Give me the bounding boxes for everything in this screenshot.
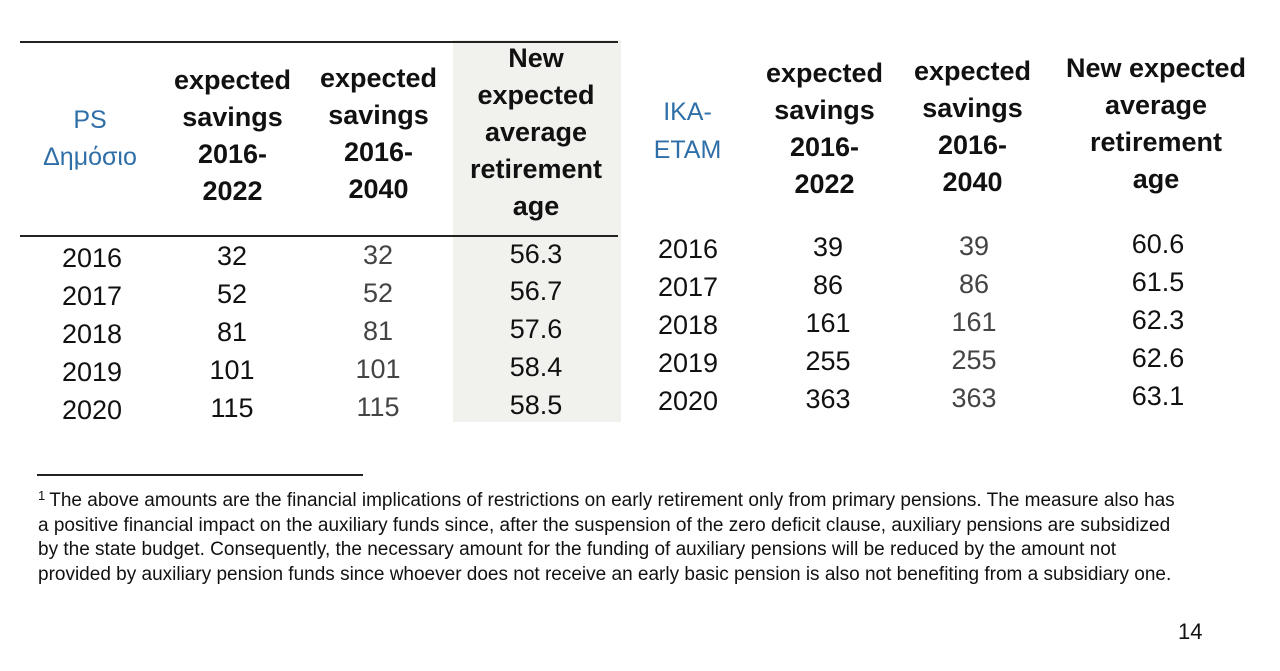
header-line: retirement bbox=[1089, 127, 1223, 157]
right-savings-2022-cell: 255 bbox=[805, 346, 851, 376]
left-header-savings-2022: expected savings 2016- 2022 bbox=[160, 62, 305, 210]
left-header-savings-2040: expected savings 2016- 2040 bbox=[306, 60, 451, 208]
left-savings-2040-cell: 32 bbox=[362, 240, 394, 270]
header-line: 2016- bbox=[937, 130, 1008, 160]
header-line: expected bbox=[913, 56, 1032, 86]
left-year-cell: 2020 bbox=[61, 395, 123, 425]
header-line: savings bbox=[774, 95, 875, 125]
footnote-text: The above amounts are the financial impl… bbox=[38, 490, 1175, 585]
header-line: retirement bbox=[469, 154, 603, 184]
right-savings-2040-cell: 161 bbox=[951, 307, 997, 337]
right-age-cell: 63.1 bbox=[1131, 381, 1185, 411]
header-line: 2016- bbox=[343, 137, 414, 167]
header-line: savings bbox=[922, 93, 1023, 123]
header-line: age bbox=[1132, 164, 1180, 194]
header-line: savings bbox=[182, 102, 283, 132]
header-line: expected bbox=[319, 63, 438, 93]
right-year-cell: 2019 bbox=[657, 348, 719, 378]
header-line: 2016- bbox=[789, 132, 860, 162]
right-savings-2022-cell: 86 bbox=[812, 270, 844, 300]
left-age-cell: 57.6 bbox=[509, 314, 563, 344]
left-year-cell: 2016 bbox=[61, 243, 123, 273]
header-line: 2016- bbox=[197, 139, 268, 169]
left-age-cell: 56.7 bbox=[509, 276, 563, 306]
left-year-cell: 2018 bbox=[61, 319, 123, 349]
right-header-savings-2040: expected savings 2016- 2040 bbox=[900, 53, 1045, 201]
right-header-ika: IKA- ETAM bbox=[630, 93, 745, 169]
left-savings-2040-cell: 115 bbox=[356, 392, 400, 422]
left-year-cell: 2019 bbox=[61, 357, 123, 387]
right-savings-2040-cell: 255 bbox=[951, 345, 997, 375]
right-savings-2022-cell: 39 bbox=[812, 232, 844, 262]
header-line: savings bbox=[328, 100, 429, 130]
header-line: 2022 bbox=[202, 176, 263, 206]
left-table-header-rule bbox=[20, 235, 618, 237]
left-header-retirement-age: New expected average retirement age bbox=[455, 40, 617, 225]
left-savings-2040-cell: 81 bbox=[362, 316, 394, 346]
left-savings-2022-cell: 52 bbox=[216, 279, 248, 309]
right-age-cell: 62.6 bbox=[1131, 343, 1185, 373]
header-line: PS bbox=[73, 106, 107, 134]
left-year-cell: 2017 bbox=[61, 281, 123, 311]
header-line: expected bbox=[477, 80, 595, 110]
page-number: 14 bbox=[1178, 619, 1203, 644]
right-age-cell: 60.6 bbox=[1131, 229, 1185, 259]
right-year-cell: 2016 bbox=[657, 234, 719, 264]
right-savings-2022-cell: 161 bbox=[805, 308, 851, 338]
left-savings-2040-cell: 101 bbox=[355, 354, 401, 384]
header-line: 2040 bbox=[348, 174, 409, 204]
header-line: expected bbox=[173, 65, 292, 95]
header-line: 2022 bbox=[794, 169, 855, 199]
right-year-cell: 2017 bbox=[657, 272, 719, 302]
left-age-cell: 58.5 bbox=[509, 390, 563, 420]
header-line: 2040 bbox=[942, 167, 1003, 197]
right-header-savings-2022: expected savings 2016- 2022 bbox=[752, 55, 897, 203]
right-year-cell: 2018 bbox=[657, 310, 719, 340]
left-age-cell: 56.3 bbox=[509, 239, 563, 269]
right-savings-2040-cell: 363 bbox=[951, 383, 997, 413]
header-line: average bbox=[484, 117, 588, 147]
right-savings-2022-cell: 363 bbox=[805, 384, 851, 414]
right-savings-2040-cell: 86 bbox=[958, 269, 990, 299]
footnote: 1 The above amounts are the financial imp… bbox=[38, 484, 1188, 587]
right-header-retirement-age: New expected average retirement age bbox=[1050, 50, 1262, 198]
right-age-cell: 61.5 bbox=[1131, 267, 1185, 297]
header-line: Δημόσιο bbox=[43, 143, 137, 171]
footnote-marker: 1 bbox=[38, 488, 46, 503]
left-savings-2022-cell: 32 bbox=[216, 241, 248, 271]
right-savings-2040-cell: 39 bbox=[958, 231, 990, 261]
left-savings-2022-cell: 81 bbox=[216, 317, 248, 347]
footnote-separator bbox=[37, 474, 363, 476]
left-savings-2022-cell: 115 bbox=[210, 393, 254, 423]
left-savings-2040-cell: 52 bbox=[362, 278, 394, 308]
header-line: ETAM bbox=[653, 136, 722, 164]
header-line: expected bbox=[765, 58, 884, 88]
header-line: New bbox=[508, 43, 564, 73]
right-year-cell: 2020 bbox=[657, 386, 719, 416]
header-line: average bbox=[1104, 90, 1208, 120]
left-table-shaded-column bbox=[453, 40, 621, 422]
right-age-cell: 62.3 bbox=[1131, 305, 1185, 335]
left-savings-2022-cell: 101 bbox=[209, 355, 255, 385]
left-table-top-rule bbox=[20, 41, 618, 43]
header-line: New expected bbox=[1065, 53, 1247, 83]
left-age-cell: 58.4 bbox=[509, 352, 563, 382]
header-line: age bbox=[512, 191, 560, 221]
left-header-ps: PS Δημόσιο bbox=[20, 102, 160, 176]
header-line: IKA- bbox=[663, 98, 712, 126]
